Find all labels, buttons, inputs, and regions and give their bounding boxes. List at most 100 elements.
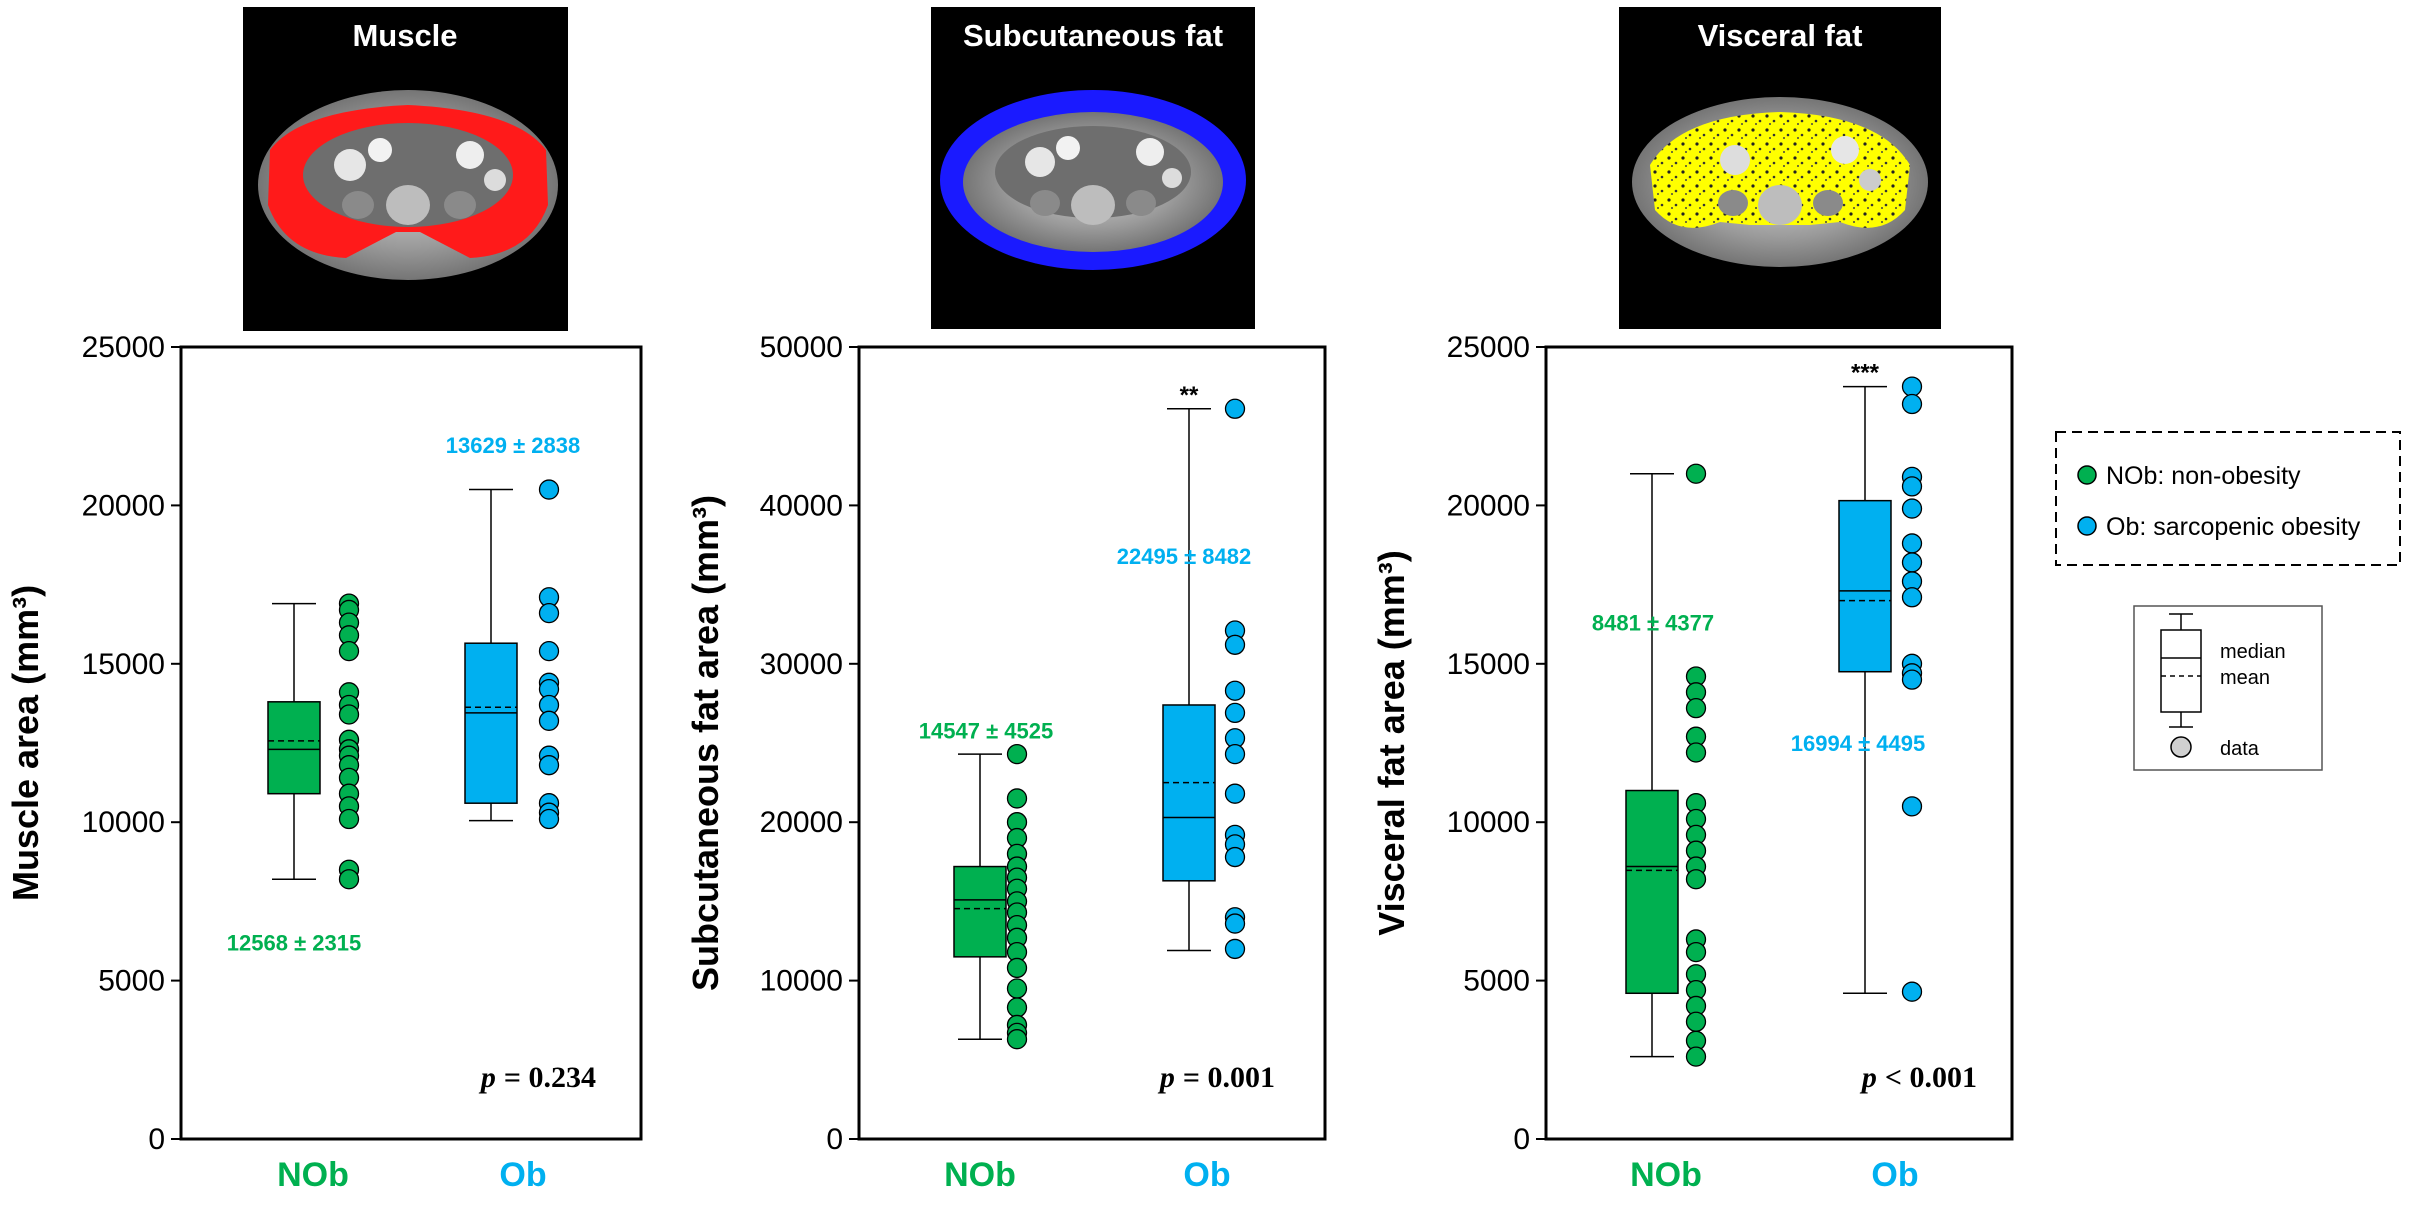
y-axis-subcutaneous: 0 10000 20000 30000 40000 50000: [760, 331, 859, 1156]
data-point-ob: [1224, 398, 1246, 419]
category-label-nob-muscle: NOb: [277, 1156, 349, 1194]
box-ob: [464, 642, 518, 804]
p-letter: p: [1859, 1061, 1877, 1094]
key-data-label: data: [2220, 738, 2260, 760]
data-point-ob: [1224, 702, 1246, 724]
image-title-subcutaneous: Subcutaneous fat: [963, 18, 1223, 53]
data-point-ob: [538, 479, 560, 500]
legend-groups: NOb: non-obesity Ob: sarcopenic obesity: [2055, 431, 2401, 566]
y-tick-label: 25000: [1447, 331, 1530, 364]
image-title-visceral: Visceral fat: [1698, 18, 1863, 53]
panel-subcutaneous: Subcutaneous fat Subcutaneous fat area (…: [685, 7, 1327, 1194]
data-point-nob: [1006, 957, 1028, 979]
y-tick-label: 0: [1513, 1123, 1530, 1156]
y-tick-label: 5000: [98, 965, 165, 998]
key-mean-label: mean: [2220, 667, 2270, 689]
legend-marker-nob: [2077, 465, 2097, 485]
y-tick-label: 0: [826, 1123, 843, 1156]
mean-sd-label-nob: 12568 ± 2315: [227, 931, 361, 956]
key-data-marker: [2170, 736, 2192, 758]
data-point-ob: [1224, 743, 1246, 765]
data-point-nob: [338, 869, 360, 890]
y-tick-label: 30000: [760, 648, 843, 681]
plot-frame-visceral: [1544, 345, 2014, 1141]
data-point-ob: [1901, 669, 1923, 690]
data-point-ob: [1224, 783, 1246, 804]
key-box-shape: [2160, 629, 2202, 713]
category-label-nob-visceral: NOb: [1630, 1156, 1702, 1194]
data-point-nob: [1685, 1011, 1707, 1032]
group-nob: 14547 ± 4525: [919, 718, 1053, 1050]
category-label-ob-subcutaneous: Ob: [1183, 1156, 1230, 1194]
legend-label-nob: NOb: non-obesity: [2106, 462, 2301, 490]
mean-sd-label-ob: 13629 ± 2838: [446, 433, 580, 458]
y-tick-label: 10000: [1447, 806, 1530, 839]
data-point-nob: [1685, 463, 1707, 484]
data-point-nob: [1006, 788, 1028, 809]
y-axis-muscle: 0 5000 10000 15000 20000 25000: [82, 331, 181, 1156]
plot-frame-subcutaneous: [857, 345, 1327, 1141]
p-value-text: = 0.001: [1183, 1061, 1275, 1094]
data-point-nob: [1685, 1046, 1707, 1067]
p-value-subcutaneous: p = 0.001: [1157, 1061, 1275, 1094]
data-point-ob: [1224, 938, 1246, 960]
group-nob: 8481 ± 4377: [1592, 463, 1714, 1067]
data-point-ob: [538, 755, 560, 776]
mri-image-muscle: Muscle: [243, 7, 568, 331]
y-axis-label-muscle: Muscle area (mm³): [5, 585, 46, 901]
y-tick-label: 0: [148, 1123, 165, 1156]
y-tick-label: 25000: [82, 331, 165, 364]
category-label-ob-muscle: Ob: [499, 1156, 546, 1194]
box-ob: [1838, 499, 1892, 673]
data-point-ob: [1901, 796, 1923, 817]
box-ob: [1162, 704, 1216, 882]
y-axis-label-visceral: Visceral fat area (mm³): [1371, 550, 1412, 936]
data-point-ob: [1224, 913, 1246, 934]
significance-marker: ***: [1851, 360, 1880, 387]
data-point-nob: [1006, 997, 1028, 1018]
data-point-ob: [1901, 981, 1923, 1002]
legend-key: median mean data: [2133, 605, 2323, 771]
data-point-ob: [1224, 846, 1246, 868]
data-point-nob: [1685, 698, 1707, 719]
image-title-muscle: Muscle: [352, 18, 457, 53]
data-point-nob: [1685, 941, 1707, 963]
data-point-ob: [1901, 587, 1923, 608]
mri-image-subcutaneous: Subcutaneous fat: [931, 7, 1255, 329]
legend-marker-ob: [2077, 516, 2097, 536]
panel-visceral: Visceral fat Visceral fat area (mm³) 0 50…: [1371, 7, 2014, 1194]
p-value-text: = 0.234: [504, 1061, 596, 1094]
p-value-visceral: p < 0.001: [1859, 1061, 1977, 1094]
box-nob: [953, 865, 1007, 958]
legend-label-ob: Ob: sarcopenic obesity: [2106, 513, 2361, 541]
y-tick-label: 20000: [82, 489, 165, 522]
p-value-muscle: p = 0.234: [478, 1061, 596, 1094]
data-point-ob: [1224, 680, 1246, 701]
data-point-ob: [1901, 476, 1923, 497]
panel-muscle: Muscle Muscle area (mm³) 0 5000 10000 15000…: [5, 7, 643, 1194]
y-tick-label: 20000: [1447, 489, 1530, 522]
plot-frame-muscle: [179, 345, 643, 1141]
mean-sd-label-nob: 8481 ± 4377: [1592, 611, 1714, 636]
group-ob: 16994 ± 4495: [1791, 376, 1925, 1002]
data-point-nob: [338, 808, 360, 830]
mean-sd-label-ob: 16994 ± 4495: [1791, 731, 1925, 756]
data-point-ob: [1224, 634, 1246, 655]
data-point-ob: [1901, 498, 1923, 519]
y-axis-visceral: 0 5000 10000 15000 20000 25000: [1447, 331, 1546, 1156]
group-ob: 22495 ± 8482: [1117, 398, 1251, 960]
y-tick-label: 40000: [760, 489, 843, 522]
category-label-ob-visceral: Ob: [1871, 1156, 1918, 1194]
y-tick-label: 10000: [760, 965, 843, 998]
y-tick-label: 10000: [82, 806, 165, 839]
data-point-nob: [1006, 1029, 1028, 1050]
legend-box: [2055, 431, 2401, 566]
group-ob: 13629 ± 2838: [446, 433, 580, 830]
data-point-nob: [1685, 742, 1707, 763]
data-point-ob: [1901, 393, 1923, 415]
data-point-ob: [538, 710, 560, 731]
p-letter: p: [1157, 1061, 1175, 1094]
boxes-visceral: 8481 ± 4377 16994 ± 4495 ***: [1592, 360, 1925, 1067]
data-point-ob: [1901, 533, 1923, 554]
